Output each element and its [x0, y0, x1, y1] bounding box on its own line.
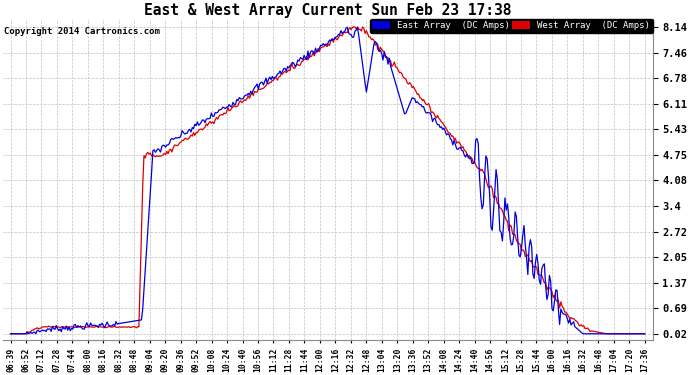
Text: Copyright 2014 Cartronics.com: Copyright 2014 Cartronics.com — [4, 27, 160, 36]
Legend: East Array  (DC Amps), West Array  (DC Amps): East Array (DC Amps), West Array (DC Amp… — [370, 19, 653, 33]
Title: East & West Array Current Sun Feb 23 17:38: East & West Array Current Sun Feb 23 17:… — [144, 3, 511, 18]
